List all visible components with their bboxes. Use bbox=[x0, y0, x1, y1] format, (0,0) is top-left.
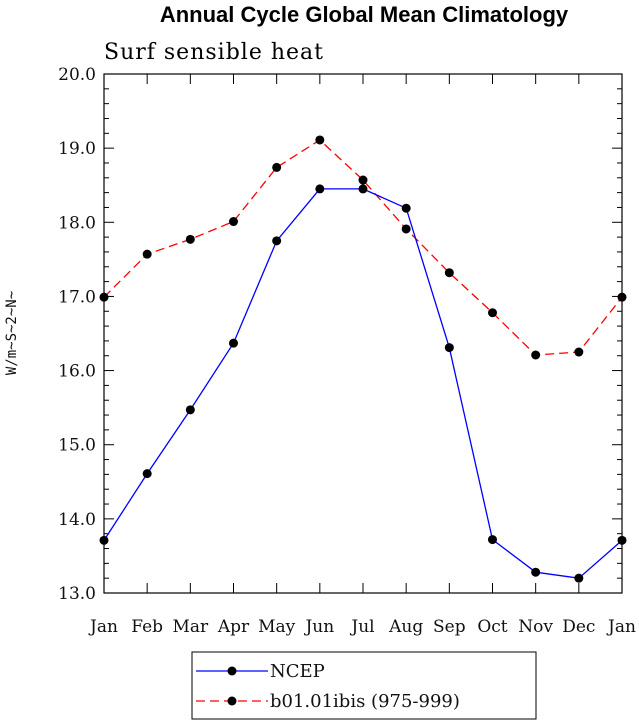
y-axis-label: W/m~S~2~N~ bbox=[4, 291, 20, 375]
data-point-series-1 bbox=[401, 224, 411, 234]
data-point-series-0 bbox=[272, 236, 282, 246]
data-point-series-1 bbox=[574, 347, 584, 357]
chart-title: Annual Cycle Global Mean Climatology bbox=[160, 2, 569, 27]
data-point-series-1 bbox=[99, 292, 109, 302]
data-point-series-1 bbox=[315, 135, 325, 145]
data-point-series-0 bbox=[142, 469, 152, 479]
chart-subtitle: Surf sensible heat bbox=[104, 40, 324, 65]
series-layer bbox=[99, 135, 627, 583]
data-point-series-0 bbox=[531, 567, 541, 577]
data-point-series-0 bbox=[488, 535, 497, 545]
y-tick-label: 20.0 bbox=[58, 65, 96, 85]
data-point-series-0 bbox=[574, 573, 584, 583]
data-point-series-1 bbox=[229, 217, 238, 227]
x-tick-label: Sep bbox=[433, 617, 466, 637]
data-point-series-1 bbox=[531, 350, 541, 360]
x-tick-label: Jun bbox=[303, 617, 334, 637]
y-tick-label: 18.0 bbox=[58, 213, 96, 233]
x-tick-label: Oct bbox=[477, 617, 507, 637]
legend-label-b01: b01.01ibis (975-999) bbox=[270, 691, 460, 712]
data-point-series-0 bbox=[185, 405, 195, 415]
x-tick-label: Nov bbox=[518, 617, 553, 637]
y-tick-label: 19.0 bbox=[58, 139, 96, 159]
x-tick-label: May bbox=[258, 617, 296, 637]
data-point-series-0 bbox=[358, 184, 368, 194]
data-point-series-1 bbox=[358, 175, 368, 185]
legend-label-ncep: NCEP bbox=[270, 661, 325, 682]
data-point-series-1 bbox=[185, 234, 195, 244]
x-tick-label: Dec bbox=[562, 617, 595, 637]
series-line-1 bbox=[103, 139, 623, 356]
data-point-series-0 bbox=[315, 184, 325, 194]
data-point-series-1 bbox=[488, 308, 497, 318]
series-line-0 bbox=[103, 188, 623, 579]
x-tick-label: Jan bbox=[606, 617, 636, 637]
y-tick-label: 15.0 bbox=[58, 436, 96, 456]
data-point-series-1 bbox=[444, 268, 454, 278]
data-point-series-0 bbox=[617, 535, 627, 545]
x-tick-label: Aug bbox=[388, 617, 423, 637]
x-tick-label: Feb bbox=[131, 617, 163, 637]
x-tick-label: Apr bbox=[217, 617, 250, 637]
legend: NCEP b01.01ibis (975-999) bbox=[191, 651, 537, 720]
data-point-series-1 bbox=[142, 249, 152, 259]
x-tick-label: Jan bbox=[88, 617, 118, 637]
data-point-series-0 bbox=[99, 535, 109, 545]
y-tick-label: 14.0 bbox=[58, 510, 96, 530]
data-point-series-1 bbox=[617, 292, 627, 302]
legend-marker-ncep bbox=[227, 666, 237, 676]
y-tick-label: 13.0 bbox=[58, 584, 96, 604]
y-tick-label: 16.0 bbox=[58, 362, 96, 382]
y-tick-label: 17.0 bbox=[58, 287, 96, 307]
legend-box bbox=[191, 651, 537, 720]
x-tick-label: Jul bbox=[349, 617, 374, 637]
axes: 13.0 14.0 15.0 16.0 17.0 18.0 19.0 20.0 Jan Feb Ma… bbox=[58, 65, 636, 637]
x-tick-label: Mar bbox=[172, 617, 209, 637]
data-point-series-0 bbox=[444, 343, 454, 353]
plot-frame bbox=[103, 73, 623, 594]
data-point-series-0 bbox=[229, 338, 238, 348]
data-point-series-0 bbox=[401, 203, 411, 213]
data-point-series-1 bbox=[272, 162, 282, 172]
legend-marker-b01 bbox=[227, 696, 237, 706]
